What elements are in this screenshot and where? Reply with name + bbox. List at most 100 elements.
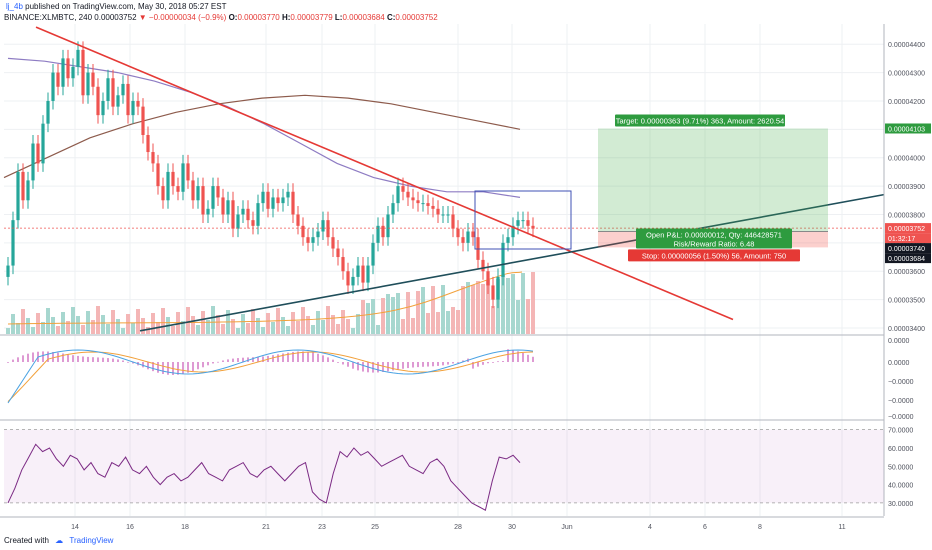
candle-body-85 <box>431 205 435 209</box>
macd-hist-64 <box>327 357 329 362</box>
candle-body-68 <box>346 271 350 286</box>
chart-header: lj_4b published on TradingView.com, May … <box>0 0 932 24</box>
selection-rectangle[interactable] <box>474 190 572 250</box>
candle-body-39 <box>201 186 205 215</box>
volume-bar-87 <box>441 285 445 334</box>
volume-bar-28 <box>146 327 150 334</box>
macd-hist-69 <box>352 362 354 369</box>
time-tick-11: 8 <box>758 524 762 531</box>
candle-body-80 <box>406 191 410 198</box>
candle-body-0 <box>6 265 10 277</box>
target-label-text-0: Target: 0.00000363 (9.71%) 363, Amount: … <box>616 116 784 125</box>
time-tick-12: 11 <box>838 524 845 531</box>
countdown-bg <box>885 233 931 244</box>
macd-hist-80 <box>407 362 409 369</box>
macd-hist-105 <box>532 356 534 362</box>
high-label: H: <box>281 13 291 22</box>
ma-purple-line <box>7 57 521 198</box>
candle-body-18 <box>96 86 100 116</box>
rsi-line <box>7 443 521 511</box>
low-value: 0.00003684 <box>342 13 385 22</box>
candle-body-99 <box>501 242 505 277</box>
volume-bar-51 <box>261 327 265 334</box>
candle-body-36 <box>186 163 190 181</box>
volume-bar-17 <box>91 320 95 334</box>
candle-body-35 <box>181 163 185 192</box>
volume-bar-85 <box>431 286 435 334</box>
volume-bar-86 <box>436 312 440 334</box>
macd-hist-21 <box>112 358 114 362</box>
candle-body-79 <box>401 186 405 192</box>
candle-body-78 <box>396 186 400 204</box>
candle-body-88 <box>446 214 450 216</box>
volume-bar-40 <box>206 320 210 334</box>
candle-body-90 <box>456 228 460 238</box>
volume-bar-95 <box>481 284 485 334</box>
volume-bar-23 <box>121 328 125 334</box>
volume-bar-61 <box>311 325 315 334</box>
candle-body-7 <box>41 123 45 164</box>
candle-body-46 <box>236 214 240 229</box>
volume-bar-103 <box>521 273 525 334</box>
volume-bar-100 <box>506 278 510 334</box>
volume-bar-70 <box>356 314 360 334</box>
trendlines[interactable] <box>4 26 885 332</box>
candle-body-54 <box>276 197 280 204</box>
volume-bar-41 <box>211 306 215 334</box>
candle-body-31 <box>161 186 165 201</box>
macd-hist-104 <box>527 354 529 362</box>
candle-body-67 <box>341 257 345 272</box>
volume-bar-38 <box>196 325 200 334</box>
candle-body-3 <box>21 171 25 201</box>
candle-body-86 <box>436 208 440 215</box>
candle-body-43 <box>221 197 225 215</box>
candle-body-22 <box>116 95 120 107</box>
target-badge-text: 0.00004103 <box>888 126 925 133</box>
macd-hist-50 <box>257 356 259 362</box>
volume-bar-52 <box>266 313 270 334</box>
volume-bar-62 <box>316 311 320 334</box>
candle-body-93 <box>471 231 475 238</box>
macd-hist-27 <box>142 362 144 368</box>
close-label: C: <box>386 13 396 22</box>
price-tick-1: 0.00004300 <box>888 71 925 78</box>
macd-hist-45 <box>232 358 234 362</box>
volume-bar-43 <box>221 324 225 334</box>
macd-hist-0 <box>7 362 9 363</box>
volume-bar-76 <box>386 294 390 334</box>
candle-body-69 <box>351 276 355 286</box>
macd-hist-9 <box>52 351 54 362</box>
candle-body-61 <box>311 237 315 243</box>
volume-bar-5 <box>31 327 35 334</box>
macd-hist-10 <box>57 352 59 362</box>
macd-hist-84 <box>427 362 429 367</box>
rsi-tick-2: 50.0000 <box>888 464 913 471</box>
volume-bar-18 <box>96 306 100 334</box>
volume-bar-13 <box>71 307 75 334</box>
volume-bar-83 <box>421 287 425 334</box>
macd-tick-1: 0.0000 <box>888 360 910 367</box>
trendline-down <box>35 26 734 321</box>
tradingview-brand[interactable]: TradingView <box>69 536 114 545</box>
macd-hist-63 <box>322 355 324 362</box>
volume-bars <box>6 272 535 334</box>
axes: 0.000044000.000043000.000042000.00004100… <box>0 24 931 531</box>
macd-hist-60 <box>307 351 309 362</box>
macd-hist-22 <box>117 359 119 362</box>
price-tick-0: 0.00004400 <box>888 42 925 49</box>
macd-pane <box>7 349 534 404</box>
pnl-label-text-0: Open P&L: 0.00000012, Qty: 446428571 <box>646 231 782 240</box>
candle-body-5 <box>31 143 35 181</box>
volume-bar-19 <box>101 315 105 334</box>
volume-bar-67 <box>341 310 345 334</box>
long-position-tool[interactable]: Target: 0.00000363 (9.71%) 363, Amount: … <box>598 114 828 262</box>
author-link[interactable]: lj_4b <box>6 2 23 11</box>
publish-info: published on TradingView.com, May 30, 20… <box>25 2 227 11</box>
candle-body-66 <box>336 248 340 258</box>
macd-hist-44 <box>227 359 229 362</box>
volume-bar-66 <box>336 324 340 334</box>
candle-body-81 <box>411 197 415 201</box>
volume-bar-69 <box>351 328 355 334</box>
chart-canvas[interactable]: Target: 0.00000363 (9.71%) 363, Amount: … <box>0 24 932 536</box>
macd-line <box>7 349 534 404</box>
